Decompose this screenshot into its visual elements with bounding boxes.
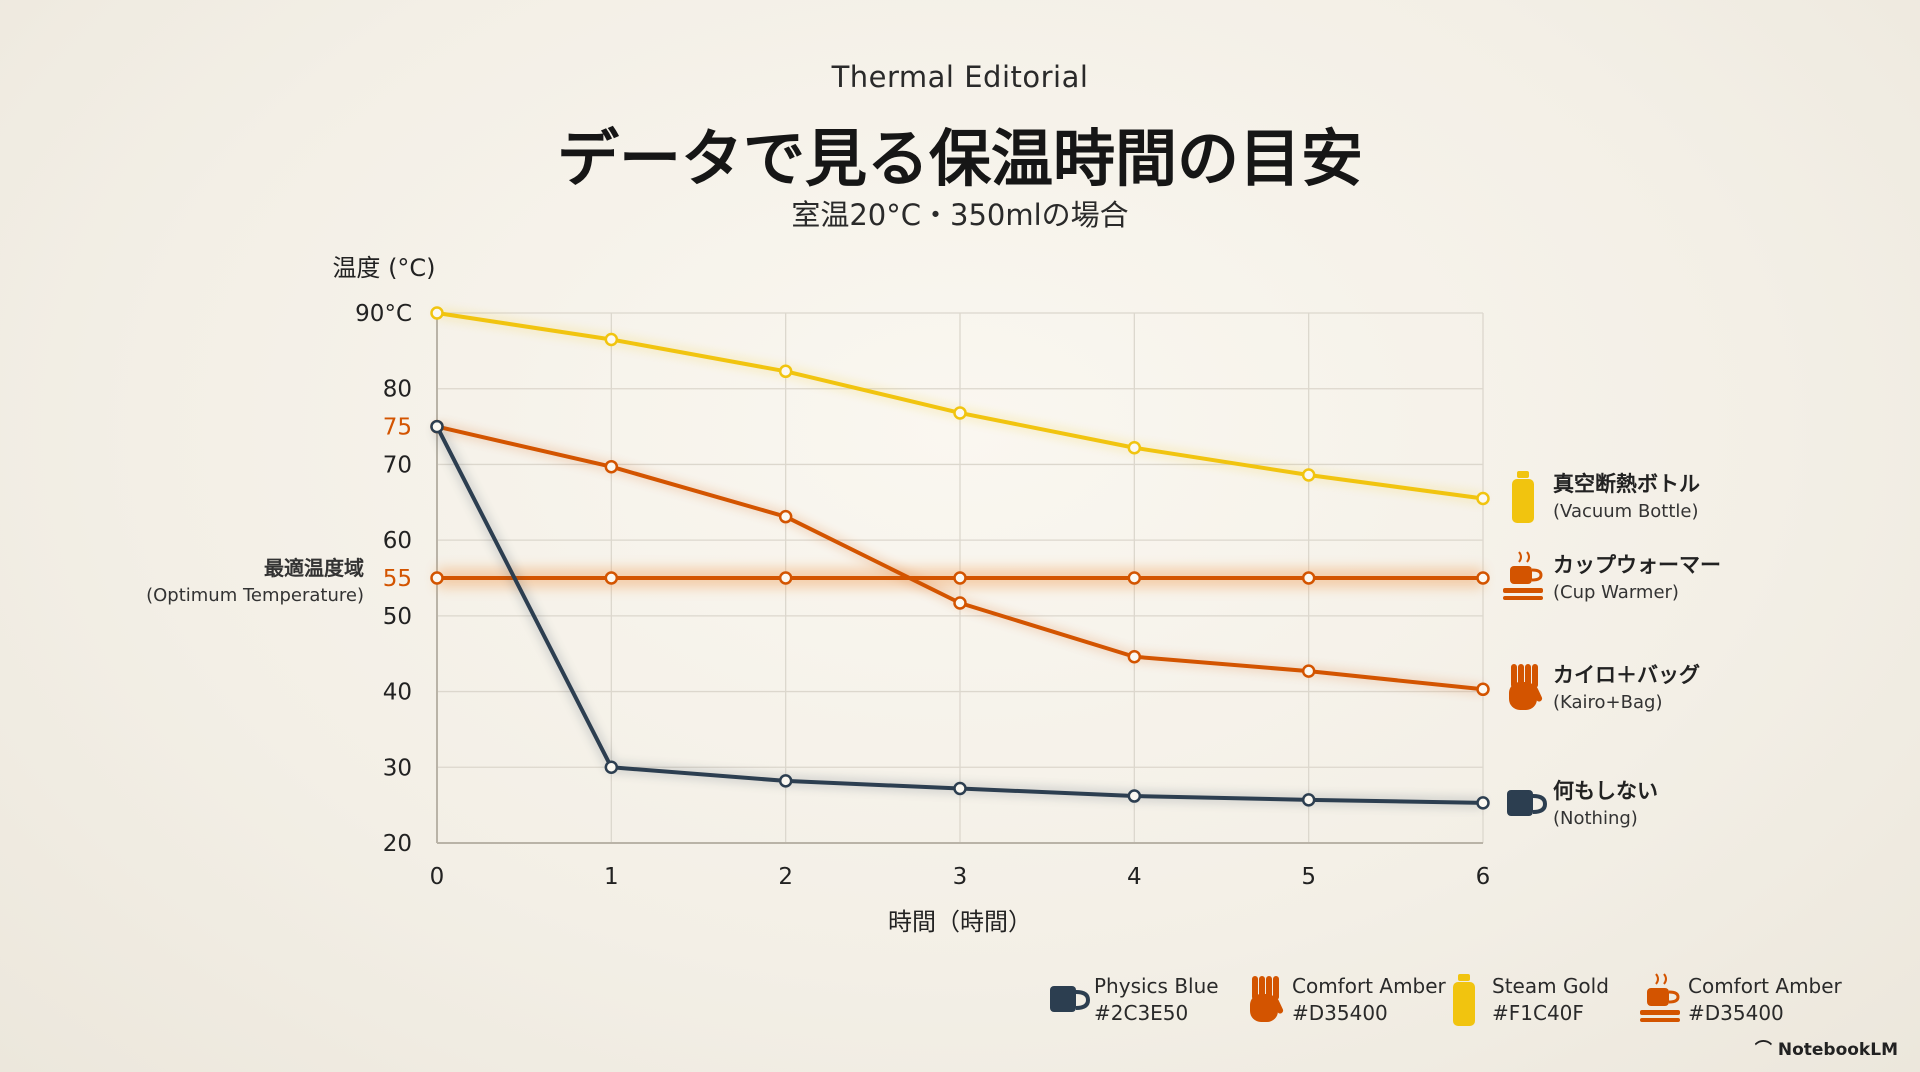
y-tick-label-highlight: 55 bbox=[383, 566, 412, 592]
data-point bbox=[1127, 789, 1142, 803]
data-point bbox=[1476, 796, 1490, 810]
data-point bbox=[1476, 491, 1490, 506]
warmer-cup-icon bbox=[1503, 551, 1543, 600]
data-point bbox=[1301, 793, 1316, 807]
data-point bbox=[1476, 682, 1490, 697]
data-point bbox=[604, 459, 619, 474]
x-tick-label: 5 bbox=[1301, 864, 1316, 890]
data-point bbox=[953, 571, 967, 585]
swatch-name: Physics Blue bbox=[1094, 974, 1219, 998]
legend-label-en: (Nothing) bbox=[1553, 808, 1638, 829]
brand-name: NotebookLM bbox=[1777, 1040, 1898, 1060]
optimum-band-label: 最適温度域 bbox=[264, 556, 364, 580]
x-tick-label: 6 bbox=[1476, 864, 1491, 890]
x-tick-label: 2 bbox=[778, 864, 793, 890]
color-swatch: Steam Gold #F1C40F bbox=[1438, 970, 1638, 1030]
data-point bbox=[953, 596, 967, 610]
x-tick-label: 4 bbox=[1127, 864, 1142, 890]
x-tick-label: 3 bbox=[953, 864, 968, 890]
y-tick-label: 80 bbox=[383, 377, 412, 403]
color-swatch: Comfort Amber #D35400 bbox=[1238, 970, 1446, 1030]
y-axis-label: 温度 (°C) bbox=[332, 254, 435, 282]
swatch-hex: #D35400 bbox=[1292, 1001, 1388, 1025]
brand-logo: ⌒ NotebookLM bbox=[1755, 1035, 1898, 1060]
data-point bbox=[1301, 468, 1316, 482]
color-swatch: Comfort Amber #D35400 bbox=[1634, 970, 1842, 1030]
chart-tick-labels: 20 30 40 50 60 70 80 90°C 75 55 0 1 2 3 4 5 6 温度 (°C) 時間（時… bbox=[146, 254, 1490, 936]
swatch-icon-wrapper bbox=[1640, 973, 1680, 1022]
swatch-icon-wrapper bbox=[1453, 974, 1475, 1026]
data-point bbox=[430, 306, 444, 320]
data-point bbox=[778, 774, 793, 788]
optimum-band-label-en: (Optimum Temperature) bbox=[146, 585, 364, 606]
y-tick-label: 60 bbox=[383, 528, 412, 554]
swatch-name: Comfort Amber bbox=[1292, 974, 1446, 998]
data-point bbox=[953, 406, 967, 420]
data-point bbox=[953, 781, 967, 796]
page-title: データで見る保温時間の目安 bbox=[556, 122, 1363, 195]
legend-label-en: (Vacuum Bottle) bbox=[1553, 501, 1699, 522]
y-tick-label: 20 bbox=[383, 831, 412, 857]
page-subtitle: 室温20°C・350mlの場合 bbox=[791, 198, 1129, 232]
mug-icon bbox=[1050, 986, 1090, 1012]
data-point bbox=[778, 509, 793, 524]
data-point bbox=[604, 760, 619, 775]
legend-label: 真空断熱ボトル bbox=[1553, 472, 1700, 496]
legend-label: 何もしない bbox=[1553, 779, 1658, 803]
y-tick-label: 30 bbox=[383, 755, 412, 781]
brand-icon: ⌒ bbox=[1754, 1040, 1778, 1060]
y-tick-label-highlight: 75 bbox=[383, 415, 412, 441]
mug-icon bbox=[1507, 790, 1548, 816]
legend-label-en: (Kairo+Bag) bbox=[1553, 692, 1662, 713]
y-tick-label: 40 bbox=[383, 680, 412, 706]
legend-label-en: (Cup Warmer) bbox=[1553, 582, 1679, 603]
warmer-cup-icon bbox=[1640, 973, 1680, 1022]
data-point bbox=[1301, 664, 1316, 678]
legend-label: カップウォーマー bbox=[1553, 553, 1721, 577]
y-tick-label: 50 bbox=[383, 604, 412, 630]
color-swatches: Physics Blue #2C3E50 Comfort Amber #D35400 S… bbox=[1040, 970, 1880, 1030]
swatch-icon-wrapper bbox=[1250, 976, 1284, 1022]
data-point bbox=[1127, 649, 1142, 664]
hand-icon bbox=[1509, 664, 1543, 710]
legend-label: カイロ＋バッグ bbox=[1553, 663, 1700, 687]
data-point bbox=[778, 364, 793, 379]
swatch-name: Comfort Amber bbox=[1688, 974, 1842, 998]
data-point bbox=[604, 332, 619, 347]
chart-series bbox=[430, 306, 1490, 810]
swatch-name: Steam Gold bbox=[1492, 974, 1609, 998]
x-tick-label: 1 bbox=[604, 864, 619, 890]
data-point bbox=[778, 571, 793, 585]
eyebrow-label: Thermal Editorial bbox=[831, 60, 1089, 94]
color-swatch: Physics Blue #2C3E50 bbox=[1040, 970, 1240, 1030]
hand-icon bbox=[1250, 976, 1284, 1022]
bottle-icon bbox=[1453, 974, 1475, 1026]
bottle-icon bbox=[1512, 471, 1534, 523]
x-axis-label: 時間（時間） bbox=[888, 908, 1032, 936]
data-point bbox=[430, 419, 444, 434]
data-point bbox=[1127, 441, 1142, 455]
swatch-hex: #2C3E50 bbox=[1094, 1001, 1189, 1025]
data-point bbox=[1301, 571, 1316, 585]
swatch-hex: #D35400 bbox=[1688, 1001, 1784, 1025]
swatch-icon-wrapper bbox=[1050, 986, 1090, 1012]
data-point bbox=[1127, 571, 1142, 585]
data-point bbox=[430, 571, 444, 585]
y-tick-label: 70 bbox=[383, 452, 412, 478]
chart-legend: 真空断熱ボトル (Vacuum Bottle) カップウォーマー (Cup Warme… bbox=[1503, 471, 1721, 829]
data-point bbox=[1476, 571, 1490, 585]
swatch-hex: #F1C40F bbox=[1492, 1001, 1584, 1025]
y-tick-label: 90°C bbox=[355, 301, 412, 327]
data-point bbox=[604, 571, 619, 585]
x-tick-label: 0 bbox=[430, 864, 445, 890]
